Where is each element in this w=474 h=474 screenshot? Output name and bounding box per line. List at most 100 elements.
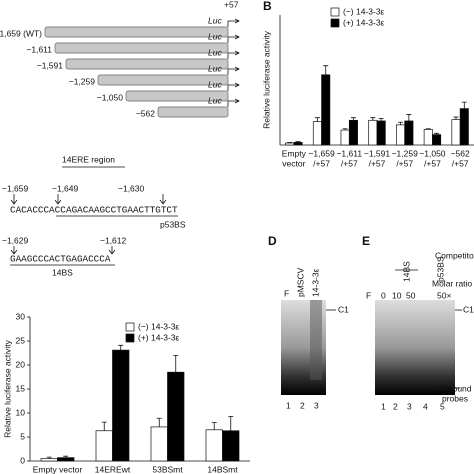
construct-bar	[44, 26, 229, 38]
x-tick-label: 14EREwt	[95, 464, 131, 474]
bar	[321, 74, 331, 146]
bar	[285, 142, 295, 146]
lane-label: pMSCV	[295, 267, 305, 297]
error-bar	[295, 141, 301, 143]
x-tick-label: −1,591	[364, 148, 391, 158]
bar	[348, 119, 358, 146]
band-label: C1	[338, 304, 349, 314]
error-bar	[434, 132, 440, 135]
x-tick-label: −562	[451, 148, 470, 158]
error-bar	[63, 455, 69, 458]
bar	[95, 430, 113, 462]
x-tick-label: 14BSmt	[207, 464, 238, 474]
construct-bar	[65, 58, 229, 70]
error-bar	[342, 128, 348, 131]
error-bar	[350, 117, 356, 121]
error-bar	[378, 117, 384, 121]
bar	[340, 129, 350, 146]
error-bar	[398, 121, 404, 125]
construct-start: −1,591	[37, 60, 64, 70]
y-axis-label: Relative luciferase activity	[2, 339, 12, 438]
bar	[167, 371, 185, 462]
unbound-label: Unbound	[437, 383, 472, 393]
lane-label: 50×	[437, 290, 451, 300]
error-bar	[118, 344, 124, 351]
x-tick-label: /+57	[341, 158, 358, 168]
x-tick-label: −1,611	[336, 148, 362, 158]
bar	[404, 120, 414, 146]
arrow	[10, 246, 116, 255]
construct-bar	[97, 74, 229, 86]
construct-start: −1,611	[26, 44, 52, 54]
lane-label: F	[284, 288, 289, 298]
lane-number: 5	[440, 401, 445, 411]
error-bar	[287, 142, 293, 144]
reporter-label: Luc	[208, 47, 222, 57]
arrow	[227, 82, 240, 91]
y-tick-label: 25	[16, 335, 26, 345]
x-tick-label: −1,259	[392, 148, 419, 158]
sequence: AGACAAGCCTGAACTTGTCT	[66, 204, 178, 215]
site-label: 14BS	[52, 267, 73, 277]
arrow	[227, 18, 240, 27]
reporter-label: Luc	[208, 63, 222, 73]
construct-bar	[54, 42, 229, 54]
x-tick-label: /+57	[424, 158, 441, 168]
construct-bar	[157, 106, 229, 118]
lane-label: 50	[406, 290, 416, 300]
ratio-label: Molar ratio	[432, 278, 472, 288]
x-tick-label: Empty vector	[33, 464, 83, 474]
x-tick-label: /+57	[369, 158, 386, 168]
bar	[396, 124, 406, 146]
legend-swatch	[125, 333, 135, 343]
construct-start: −1,659 (WT)	[0, 28, 42, 38]
construct-start: −1,050	[97, 92, 124, 102]
bar	[40, 458, 58, 462]
error-bar	[461, 101, 467, 109]
legend-swatch	[125, 322, 135, 332]
y-tick-label: 15	[16, 383, 26, 393]
arrow	[227, 34, 240, 43]
error-bar	[314, 117, 320, 122]
sequence: GAAGCCCACTGAGACCCA	[10, 253, 111, 264]
lane-number: 3	[407, 401, 412, 411]
lane-label: F	[366, 290, 371, 300]
bar	[222, 430, 240, 462]
error-bar	[323, 65, 329, 75]
lane-number: 4	[423, 401, 428, 411]
error-bar	[211, 422, 217, 430]
competitor: 14BS	[401, 261, 411, 282]
arrow	[227, 66, 240, 75]
arrow	[227, 98, 240, 107]
band-label: C1	[463, 304, 474, 314]
error-bar	[228, 415, 234, 431]
y-axis-label: Relative luciferase activity	[261, 30, 271, 129]
legend-label: (−) 14-3-3ε	[343, 6, 385, 16]
lane-number: 1	[381, 401, 386, 411]
error-bar	[173, 355, 179, 373]
position: −1,629	[2, 235, 29, 245]
legend-label: (+) 14-3-3ε	[343, 17, 385, 27]
gel-smear	[310, 300, 322, 380]
arrow	[10, 194, 167, 205]
y-tick-label: 20	[16, 359, 26, 369]
position: −1,649	[52, 183, 79, 193]
reporter-label: Luc	[208, 95, 222, 105]
reporter-label: Luc	[208, 31, 222, 41]
x-tick-label: /+57	[452, 158, 469, 168]
site-label: p53BS	[160, 219, 186, 229]
position: −1,630	[118, 183, 145, 193]
sequence: CACACCCACC	[10, 204, 66, 215]
x-tick-label: Empty	[282, 148, 307, 158]
error-bar	[453, 116, 459, 120]
x-tick-label: /+57	[313, 158, 330, 168]
x-tick-label: vector	[282, 158, 305, 168]
error-bar	[370, 117, 376, 121]
panel-label: E	[362, 234, 370, 248]
construct-start: −562	[136, 108, 155, 118]
position: −1,612	[100, 235, 127, 245]
bar	[423, 129, 433, 146]
arrow	[227, 50, 240, 59]
error-bar	[425, 128, 431, 130]
